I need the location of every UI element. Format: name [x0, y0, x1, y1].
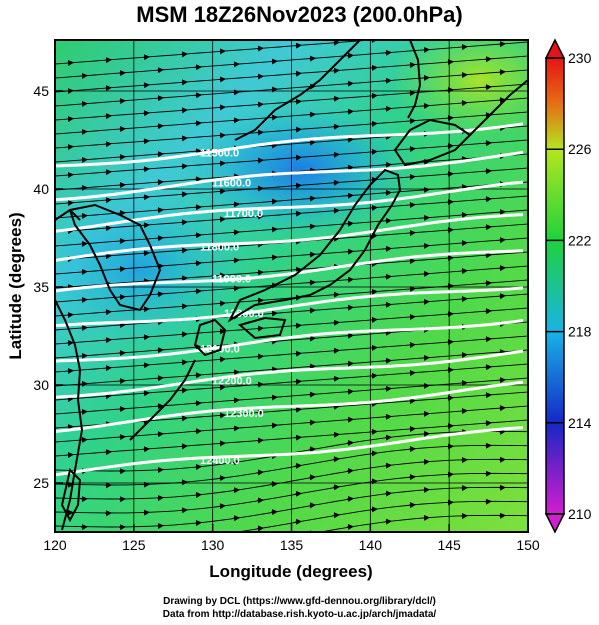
colorbar-ticks: 210 214 218 222 226 230 — [546, 50, 592, 522]
y-axis-label: Latitude (degrees) — [6, 212, 25, 359]
y-tick-label: 35 — [33, 279, 49, 295]
colorbar-tick-label: 210 — [568, 506, 592, 522]
y-tick-label: 45 — [33, 83, 49, 99]
colorbar-tick-label: 226 — [568, 141, 592, 157]
height-contour — [55, 380, 524, 433]
height-contour — [55, 426, 524, 477]
colorbar-gradient — [545, 57, 565, 515]
colorbar-tick-label: 222 — [568, 232, 592, 248]
contour-label: 12200.0 — [212, 376, 252, 388]
graticule — [55, 40, 528, 532]
colorbar-max-arrow — [544, 38, 566, 59]
x-tick-label: 130 — [201, 537, 225, 553]
credit-data: Data from http://database.rish.kyoto-u.a… — [162, 609, 437, 620]
colorbar-tick-label: 230 — [568, 50, 592, 66]
x-tick-label: 120 — [43, 537, 67, 553]
height-contour — [55, 249, 524, 293]
coastlines — [55, 40, 528, 531]
height-contour — [55, 286, 524, 328]
contour-label: 11700.0 — [224, 208, 263, 220]
x-tick-label: 150 — [516, 537, 540, 553]
contour-label: 11500.0 — [200, 147, 239, 159]
x-tick-label: 140 — [359, 537, 383, 553]
map-title: MSM 18Z26Nov2023 (200.0hPa) — [136, 2, 463, 27]
y-tick-label: 40 — [33, 181, 49, 197]
colorbar-tick-label: 218 — [568, 324, 592, 340]
colorbar-tick-label: 214 — [568, 415, 592, 431]
height-contour — [55, 122, 524, 168]
x-tick-label: 135 — [280, 537, 304, 553]
x-axis: 120 125 130 135 140 145 150 — [43, 524, 540, 553]
y-axis: 25 30 35 40 45 — [33, 83, 63, 491]
height-contour — [55, 150, 524, 202]
temperature-field: 11500.011600.011700.011800.011900.012000… — [55, 40, 528, 532]
contour-label: 11600.0 — [212, 178, 251, 190]
y-tick-label: 25 — [33, 475, 49, 491]
contour-label: 11800.0 — [200, 241, 239, 253]
height-contour — [55, 349, 524, 399]
colorbar: 210 214 218 222 226 230 — [544, 38, 592, 534]
height-contour — [55, 213, 524, 262]
height-contour — [55, 319, 524, 363]
credit-drawing: Drawing by DCL (https://www.gfd-dennou.o… — [163, 596, 436, 607]
y-tick-label: 30 — [33, 377, 49, 393]
height-contours: 11500.011600.011700.011800.011900.012000… — [55, 122, 524, 477]
x-tick-label: 145 — [437, 537, 461, 553]
contour-label: 12400.0 — [200, 455, 240, 467]
contour-label: 11900.0 — [212, 274, 251, 286]
streamline — [318, 514, 528, 532]
contour-label: 12300.0 — [224, 408, 264, 420]
colorbar-min-arrow — [544, 513, 566, 534]
x-tick-label: 125 — [122, 537, 146, 553]
x-axis-label: Longitude (degrees) — [209, 562, 372, 581]
